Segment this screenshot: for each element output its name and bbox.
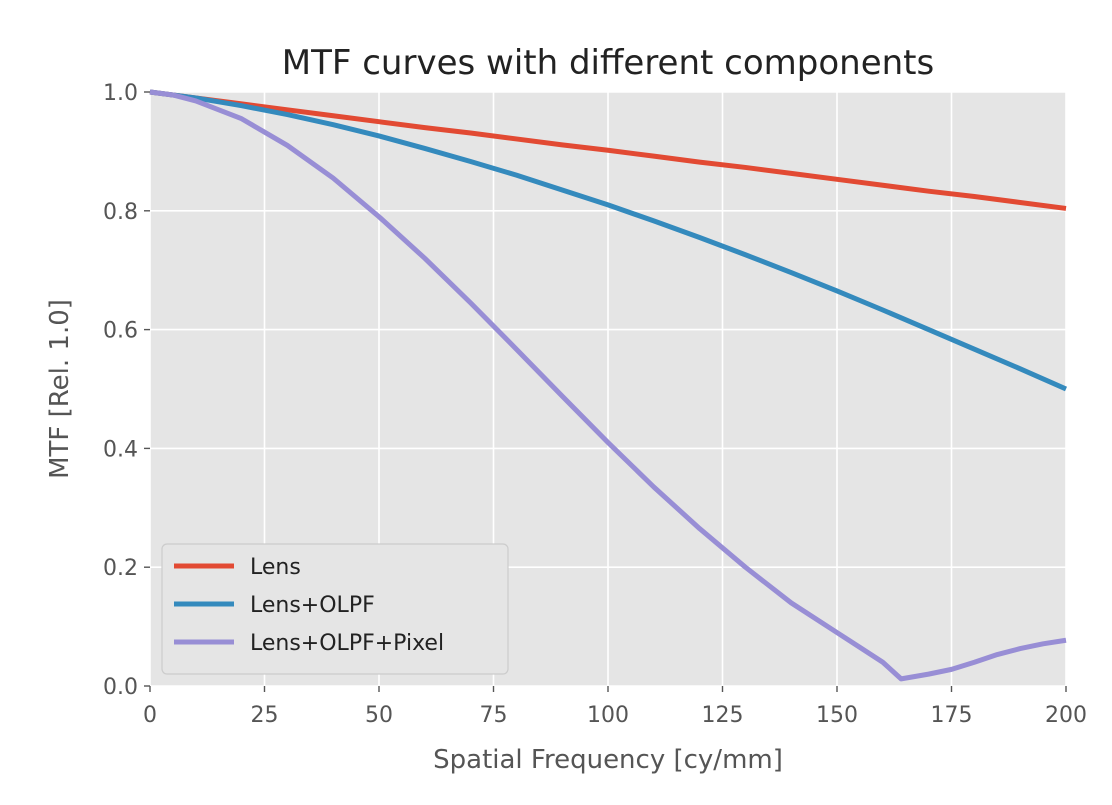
y-tick-label: 0.2 — [103, 556, 138, 581]
x-tick-label: 0 — [143, 703, 157, 728]
x-tick-label: 100 — [587, 703, 629, 728]
y-tick-label: 0.0 — [103, 675, 138, 700]
chart-title: MTF curves with different components — [282, 43, 934, 83]
y-tick-label: 1.0 — [103, 81, 138, 106]
legend-label-lens-olpf-pixel: Lens+OLPF+Pixel — [250, 631, 444, 656]
series-group — [149, 89, 1068, 682]
x-tick-label: 200 — [1045, 703, 1087, 728]
series-line-lens — [149, 89, 1067, 211]
x-tick-label: 50 — [365, 703, 393, 728]
y-tick-label: 0.8 — [103, 200, 138, 225]
series-line-lens-olpf-pixel — [149, 89, 1067, 682]
y-tick-label: 0.4 — [103, 437, 138, 462]
x-tick-label: 175 — [931, 703, 973, 728]
y-axis-label: MTF [Rel. 1.0] — [45, 299, 75, 479]
legend-box — [161, 543, 509, 675]
x-tick-label: 25 — [251, 703, 279, 728]
ticks: 0 25 50 75 100 125 150 175 200 0.0 0.2 0.4 0.6 0.8 1.0 — [103, 81, 1087, 728]
x-tick-label: 150 — [816, 703, 858, 728]
legend-label-lens-olpf: Lens+OLPF — [250, 593, 375, 618]
legend: Lens Lens+OLPF Lens+OLPF+Pixel — [161, 543, 509, 675]
y-tick-label: 0.6 — [103, 319, 138, 344]
x-tick-label: 75 — [480, 703, 508, 728]
series-line-lens-olpf — [149, 89, 1068, 392]
x-axis-label: Spatial Frequency [cy/mm] — [433, 745, 783, 775]
legend-label-lens: Lens — [250, 555, 301, 580]
x-tick-label: 125 — [702, 703, 744, 728]
